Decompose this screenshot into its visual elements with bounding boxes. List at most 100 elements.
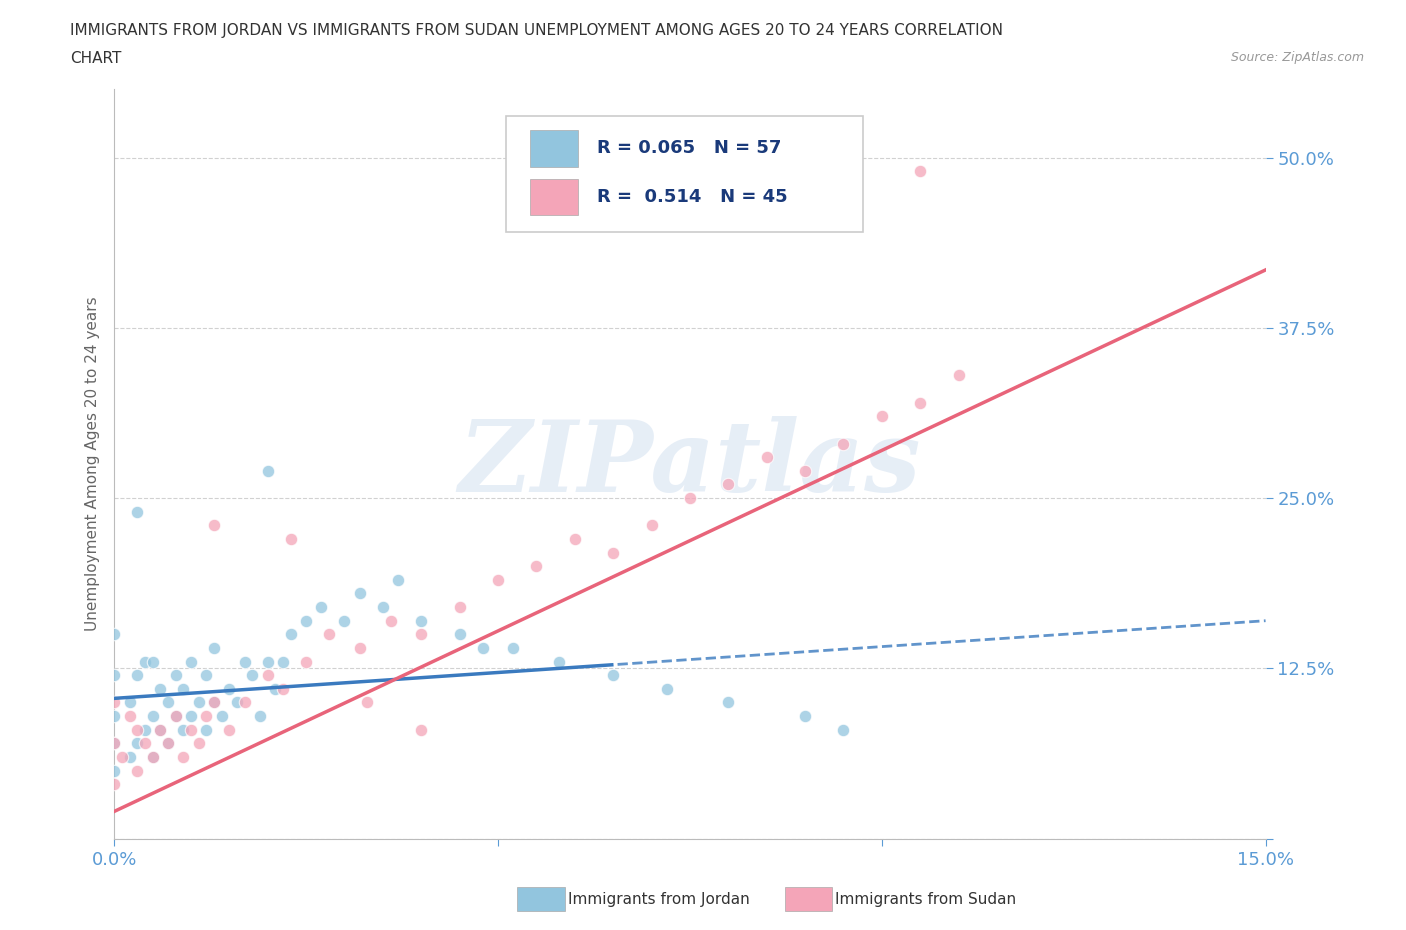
Point — [218, 723, 240, 737]
Point — [134, 736, 156, 751]
Point — [156, 695, 179, 710]
Point — [449, 627, 471, 642]
Point — [103, 695, 125, 710]
Point — [103, 736, 125, 751]
Text: Immigrants from Sudan: Immigrants from Sudan — [835, 892, 1017, 907]
Point — [548, 654, 571, 669]
Point — [311, 600, 333, 615]
Point — [832, 723, 855, 737]
Point — [794, 463, 817, 478]
Point — [156, 736, 179, 751]
Point — [165, 668, 187, 683]
Point — [118, 709, 141, 724]
Point — [103, 668, 125, 683]
Point — [280, 627, 302, 642]
Point — [280, 532, 302, 547]
Point — [502, 641, 524, 656]
Point — [449, 600, 471, 615]
Point — [218, 682, 240, 697]
Point — [202, 695, 225, 710]
Point — [755, 450, 778, 465]
Point — [948, 368, 970, 383]
Point — [134, 723, 156, 737]
Point — [333, 613, 356, 628]
Point — [180, 654, 202, 669]
Point — [111, 750, 134, 764]
Point — [187, 736, 209, 751]
Point — [249, 709, 271, 724]
Point — [142, 750, 165, 764]
Point — [180, 709, 202, 724]
Text: Immigrants from Jordan: Immigrants from Jordan — [568, 892, 749, 907]
Point — [655, 682, 678, 697]
Point — [411, 613, 433, 628]
Point — [794, 709, 817, 724]
Point — [142, 750, 165, 764]
Text: CHART: CHART — [70, 51, 122, 66]
Point — [679, 491, 702, 506]
Point — [202, 641, 225, 656]
Point — [134, 654, 156, 669]
Point — [349, 586, 371, 601]
Y-axis label: Unemployment Among Ages 20 to 24 years: Unemployment Among Ages 20 to 24 years — [86, 297, 100, 631]
Point — [195, 668, 218, 683]
Point — [471, 641, 494, 656]
Point — [318, 627, 340, 642]
Point — [371, 600, 394, 615]
Point — [717, 477, 740, 492]
Point — [256, 654, 278, 669]
Point — [118, 750, 141, 764]
Point — [240, 668, 263, 683]
Point — [149, 682, 172, 697]
Point — [103, 777, 125, 791]
Point — [832, 436, 855, 451]
FancyBboxPatch shape — [506, 115, 863, 232]
Point — [118, 695, 141, 710]
Point — [195, 709, 218, 724]
Text: Source: ZipAtlas.com: Source: ZipAtlas.com — [1230, 51, 1364, 64]
Point — [271, 654, 294, 669]
Point — [295, 613, 318, 628]
Point — [127, 736, 149, 751]
Point — [640, 518, 662, 533]
Point — [127, 723, 149, 737]
Point — [411, 723, 433, 737]
Point — [295, 654, 318, 669]
Point — [103, 709, 125, 724]
Point — [103, 736, 125, 751]
Point — [256, 668, 278, 683]
Point — [564, 532, 586, 547]
Point — [271, 682, 294, 697]
Point — [103, 627, 125, 642]
Point — [142, 709, 165, 724]
Point — [165, 709, 187, 724]
Point — [870, 409, 893, 424]
Point — [127, 504, 149, 519]
Point — [524, 559, 547, 574]
Text: R =  0.514   N = 45: R = 0.514 N = 45 — [596, 188, 787, 206]
Point — [156, 736, 179, 751]
Text: R = 0.065   N = 57: R = 0.065 N = 57 — [596, 140, 780, 157]
Point — [149, 723, 172, 737]
Text: IMMIGRANTS FROM JORDAN VS IMMIGRANTS FROM SUDAN UNEMPLOYMENT AMONG AGES 20 TO 24: IMMIGRANTS FROM JORDAN VS IMMIGRANTS FRO… — [70, 23, 1004, 38]
FancyBboxPatch shape — [530, 179, 578, 216]
Point — [233, 695, 256, 710]
Point — [172, 682, 194, 697]
Point — [127, 764, 149, 778]
Point — [256, 463, 278, 478]
Point — [264, 682, 287, 697]
Point — [202, 518, 225, 533]
FancyBboxPatch shape — [530, 130, 578, 166]
Point — [172, 750, 194, 764]
Text: ZIPatlas: ZIPatlas — [458, 416, 921, 512]
Point — [202, 695, 225, 710]
Point — [187, 695, 209, 710]
Point — [602, 545, 624, 560]
Point — [387, 572, 409, 587]
Point — [149, 723, 172, 737]
Point — [165, 709, 187, 724]
Point — [142, 654, 165, 669]
Point — [195, 723, 218, 737]
Point — [356, 695, 378, 710]
Point — [908, 395, 931, 410]
